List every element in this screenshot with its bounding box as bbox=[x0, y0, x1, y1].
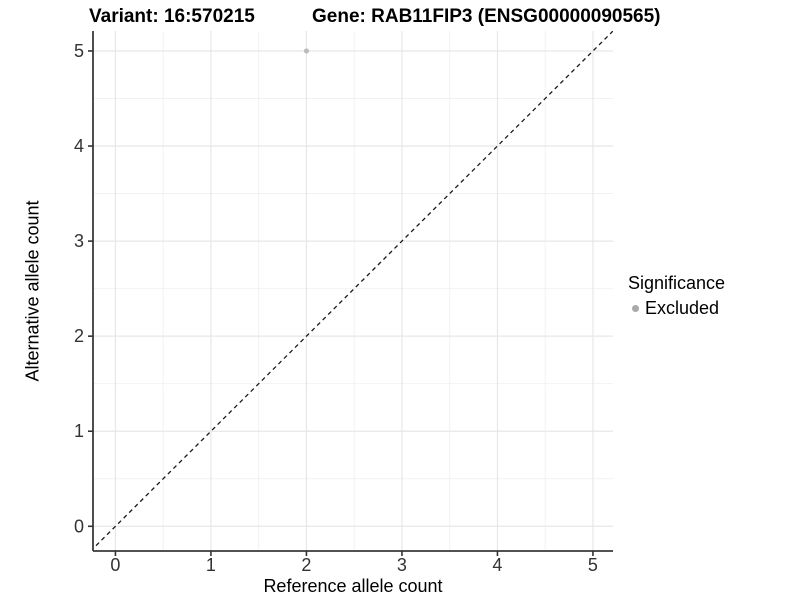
svg-text:4: 4 bbox=[74, 136, 84, 156]
svg-text:5: 5 bbox=[588, 555, 598, 575]
svg-text:1: 1 bbox=[206, 555, 216, 575]
svg-text:2: 2 bbox=[301, 555, 311, 575]
svg-text:0: 0 bbox=[74, 516, 84, 536]
svg-text:3: 3 bbox=[397, 555, 407, 575]
svg-text:2: 2 bbox=[74, 326, 84, 346]
svg-text:5: 5 bbox=[74, 41, 84, 61]
y-axis-title: Alternative allele count bbox=[22, 200, 43, 382]
plot-title-variant: Variant: 16:570215 bbox=[89, 6, 255, 27]
svg-text:0: 0 bbox=[110, 555, 120, 575]
legend-point-icon bbox=[632, 305, 639, 312]
x-axis-title: Reference allele count bbox=[263, 576, 443, 596]
plot-title-gene: Gene: RAB11FIP3 (ENSG00000090565) bbox=[312, 6, 661, 27]
legend-title: Significance bbox=[628, 273, 726, 293]
legend: Significance Excluded bbox=[628, 273, 725, 319]
svg-text:4: 4 bbox=[492, 555, 502, 575]
svg-text:3: 3 bbox=[74, 231, 84, 251]
legend-item-excluded: Excluded bbox=[628, 298, 725, 319]
svg-text:1: 1 bbox=[74, 421, 84, 441]
legend-item-label: Excluded bbox=[645, 298, 720, 318]
